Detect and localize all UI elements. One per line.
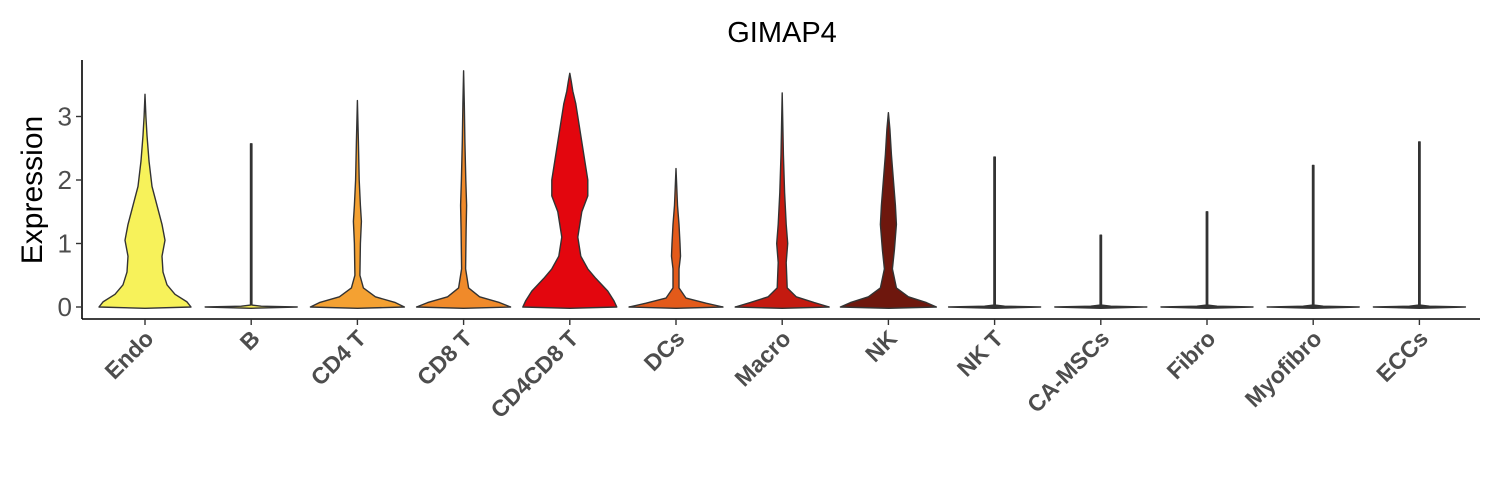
violin-cd8-t — [415, 70, 512, 309]
violin-ca-mscs — [1054, 234, 1148, 309]
x-tick-label: CD8 T — [412, 325, 477, 390]
x-tick-label: NK — [860, 325, 902, 367]
x-tick-label: NK T — [952, 325, 1008, 381]
violin-cd4-t — [309, 99, 406, 309]
y-axis-ticks: 0 1 2 3 — [58, 102, 82, 322]
y-tick-label: 0 — [58, 292, 72, 322]
x-tick-label: DCs — [639, 325, 690, 376]
x-tick-label: CD4 T — [306, 325, 371, 390]
y-axis-label: Expression — [16, 116, 49, 264]
y-tick-label: 1 — [58, 229, 72, 259]
violin-fibro — [1160, 211, 1254, 309]
violin-nk-t — [947, 156, 1042, 309]
violin-b — [204, 143, 298, 309]
violin-eccs — [1372, 141, 1467, 309]
chart-title: GIMAP4 — [727, 17, 837, 49]
x-axis-ticks: Endo B CD4 T CD8 T CD4CD8 T DCs Macro NK NK T CA-… — [99, 319, 1433, 423]
y-tick-label: 3 — [58, 102, 72, 132]
violin-myofibro — [1266, 164, 1360, 309]
violin-dcs — [628, 167, 724, 309]
x-tick-label: Fibro — [1161, 325, 1220, 384]
y-tick-label: 2 — [58, 165, 72, 195]
violin-group — [98, 70, 1467, 309]
violin-nk — [839, 112, 938, 309]
x-tick-label: CA-MSCs — [1022, 325, 1114, 417]
violin-endo — [98, 93, 192, 309]
x-tick-label: Endo — [99, 325, 158, 384]
violin-cd4cd8-t — [522, 72, 618, 309]
x-tick-label: CD4CD8 T — [485, 325, 583, 423]
x-tick-label: Macro — [729, 325, 795, 391]
x-tick-label: Myofibro — [1240, 325, 1327, 412]
x-tick-label: ECCs — [1371, 325, 1433, 387]
x-tick-label: B — [235, 325, 265, 355]
violin-macro — [734, 92, 830, 309]
